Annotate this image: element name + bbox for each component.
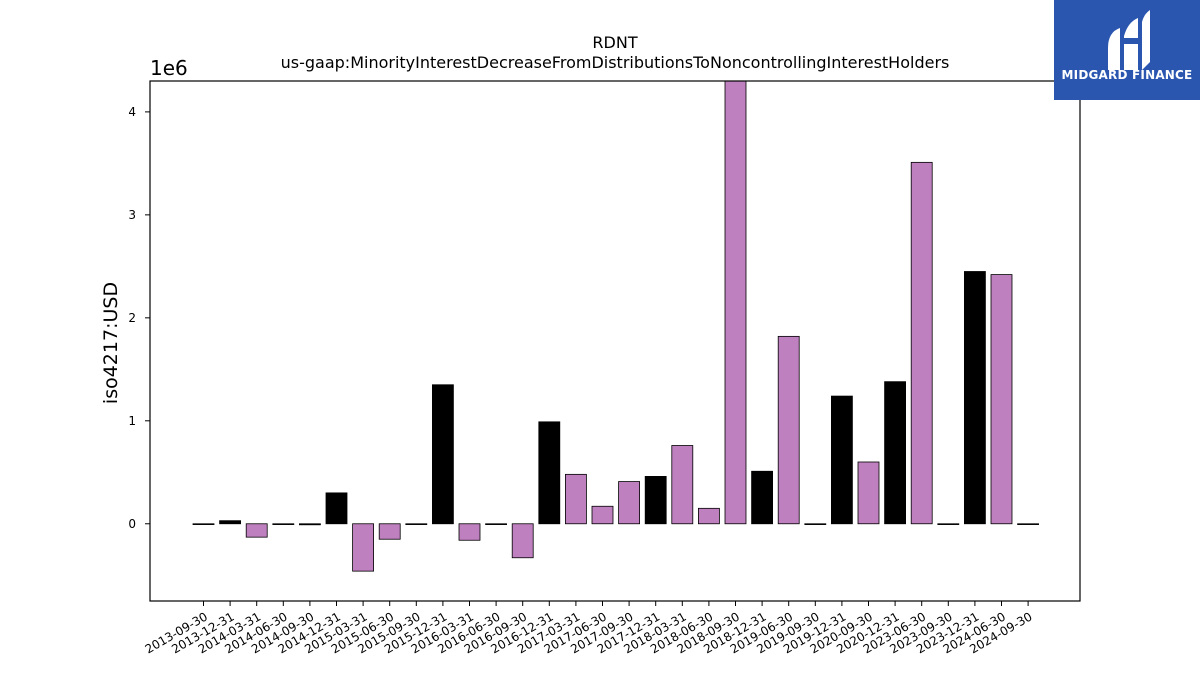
bar — [192, 523, 215, 525]
y-tick-label: 2 — [128, 311, 136, 325]
bar — [431, 384, 454, 525]
bar — [1017, 523, 1039, 525]
bar — [857, 461, 880, 525]
bar — [777, 335, 800, 525]
bar — [485, 523, 508, 525]
bar — [565, 473, 587, 525]
bar — [298, 523, 321, 526]
y-tick-label: 3 — [128, 208, 136, 222]
bar — [751, 470, 773, 525]
y-tick-label: 1 — [128, 414, 136, 428]
bar — [458, 523, 481, 541]
bar — [964, 271, 986, 525]
bar — [378, 523, 401, 540]
bar — [671, 445, 694, 525]
bar — [325, 492, 348, 525]
midgard-finance-logo: MIDGARD FINANCE — [1054, 0, 1200, 100]
bar — [804, 523, 827, 525]
bar — [990, 274, 1013, 525]
bar — [538, 421, 561, 525]
bar — [831, 395, 853, 525]
midgard-logo-icon — [1108, 10, 1150, 70]
bar — [884, 381, 906, 525]
y-tick-label: 0 — [128, 517, 136, 531]
chart-subtitle: us-gaap:MinorityInterestDecreaseFromDist… — [281, 53, 950, 72]
chart-title: RDNT — [592, 33, 637, 52]
bar — [724, 80, 747, 525]
bar — [937, 523, 960, 525]
bar — [698, 507, 720, 525]
bar — [405, 523, 428, 525]
bar — [511, 523, 534, 559]
bar — [910, 161, 933, 525]
bar — [245, 523, 268, 538]
y-tick-label: 4 — [128, 105, 136, 119]
bar — [644, 476, 667, 525]
bar — [618, 481, 640, 525]
bar — [219, 520, 242, 525]
bar — [352, 523, 375, 572]
bar — [272, 523, 295, 525]
y-axis-label: iso4217:USD — [100, 282, 122, 404]
plot-frame — [149, 80, 1081, 602]
y-scale-label: 1e6 — [150, 56, 188, 80]
logo-text: MIDGARD FINANCE — [1061, 68, 1193, 82]
bar — [591, 505, 614, 525]
